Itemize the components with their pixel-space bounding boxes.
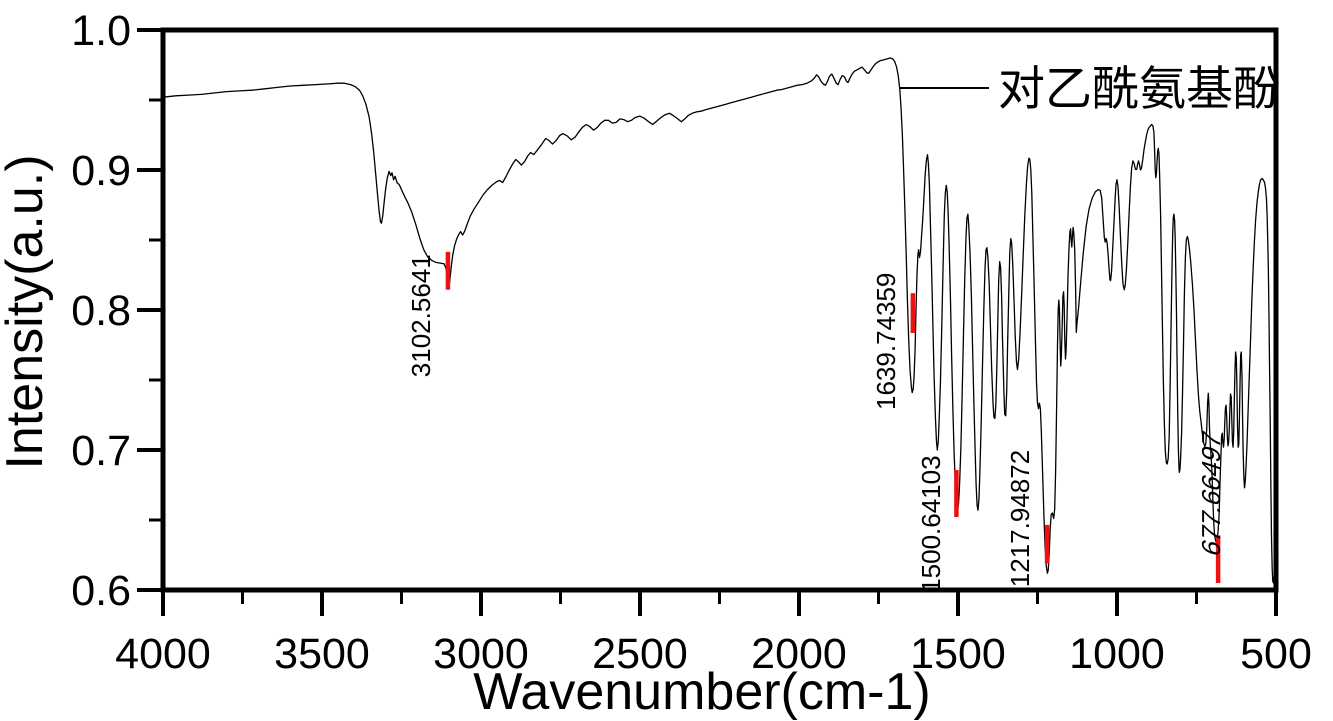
y-axis-label: Intensity(a.u.) (0, 154, 54, 469)
legend-label: 对乙酰氨基酚 (998, 62, 1280, 115)
x-tick-label: 2500 (592, 630, 688, 678)
x-tick-label: 2000 (751, 630, 847, 678)
axis-ticks (137, 28, 1278, 616)
peak-annotation-label: 1217.94872 (1005, 450, 1035, 587)
x-tick-label: 3000 (433, 630, 529, 678)
y-tick-label: 0.8 (71, 287, 131, 335)
x-tick-label: 500 (1240, 630, 1312, 678)
y-tick-label: 0.7 (71, 427, 131, 475)
peak-annotation-label: 1500.64103 (916, 455, 946, 592)
x-axis-label: Wavenumber(cm-1) (473, 663, 931, 721)
peak-annotations: 3102.5641 1639.74359 1500.64103 1217.94872 6… (406, 251, 1226, 593)
peak-annotation-label: 1639.74359 (871, 273, 901, 410)
y-tick-label: 1.0 (71, 7, 131, 55)
peak-annotation-label: 3102.5641 (406, 254, 436, 377)
peak-annotation-label: 677.66497 (1197, 427, 1226, 559)
axis-tick-labels: 4000 3500 3000 2500 2000 1500 1000 500 1.0 0.9 0.8… (71, 7, 1312, 678)
x-tick-label: 1500 (910, 630, 1006, 678)
x-tick-label: 3500 (274, 630, 370, 678)
y-tick-label: 0.9 (71, 147, 131, 195)
spectrum-curve (162, 57, 1276, 584)
x-tick-label: 4000 (115, 630, 211, 678)
plot-border (160, 27, 1279, 593)
y-tick-label: 0.6 (71, 567, 131, 615)
x-tick-label: 1000 (1069, 630, 1165, 678)
